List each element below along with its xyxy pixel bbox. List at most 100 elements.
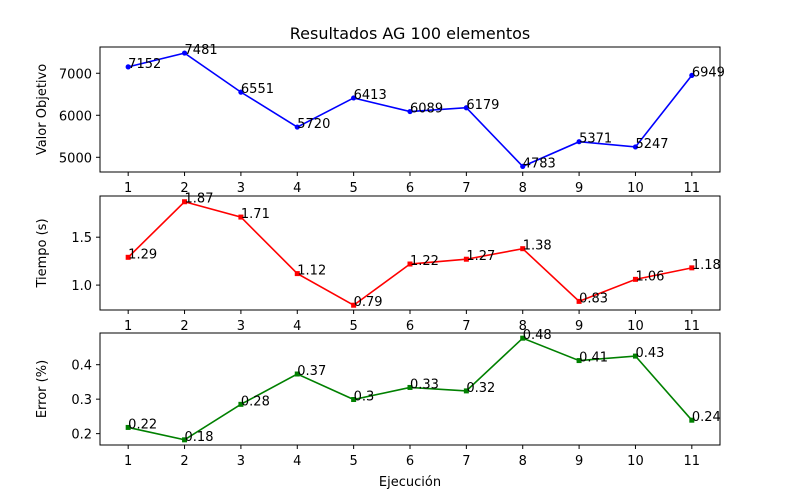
- panel-3-xtick-label: 11: [684, 454, 701, 469]
- panel-3-ylabel: Error (%): [35, 360, 50, 418]
- panel-3-xlabel: Ejecución: [379, 475, 441, 490]
- panel-3-data-label: 0.28: [241, 394, 270, 409]
- panel-3-xtick-label: 5: [349, 454, 357, 469]
- panel-3-data-point: [238, 401, 244, 407]
- panel-1-xtick-label: 2: [180, 181, 188, 196]
- panel-1-data-point: [351, 95, 357, 101]
- panel-2-data-label: 0.83: [579, 291, 608, 306]
- panel-3-data-point: [182, 437, 188, 443]
- panel-1-data-point: [294, 124, 300, 130]
- panel-3-data-point: [576, 358, 582, 364]
- panel-1-xtick-label: 8: [519, 181, 527, 196]
- panel-2-xtick-label: 3: [237, 319, 245, 334]
- panel-1-data-point: [520, 163, 526, 170]
- panel-2-xtick-label: 6: [406, 319, 414, 334]
- panel-1-xtick-label: 3: [237, 181, 245, 196]
- panel-1-data-point: [689, 72, 695, 79]
- panel-1-data-label: 5371: [579, 132, 612, 147]
- panel-2-data-point: [689, 265, 695, 271]
- panel-1-data-label: 5720: [297, 117, 330, 132]
- panel-2-data-label: 1.22: [410, 254, 439, 269]
- panel-2-data-point: [125, 254, 131, 260]
- panel-1-data-point: [125, 64, 131, 70]
- panel-2-data-label: 1.71: [241, 207, 270, 222]
- panel-2-data-point: [520, 246, 526, 252]
- panel-2-xtick-label: 5: [349, 319, 357, 334]
- panel-2-data-label: 1.12: [297, 264, 326, 279]
- panel-3-ytick-label: 0.2: [71, 428, 92, 443]
- panel-2-xtick-label: 4: [293, 319, 301, 334]
- panel-2-data-point: [182, 199, 188, 205]
- panel-2-data-point: [463, 256, 469, 262]
- panel-3-data-label: 0.33: [410, 377, 439, 392]
- panel-3-data-point: [463, 388, 469, 394]
- panel-1-xtick-label: 4: [293, 181, 301, 196]
- panel-2-frame: [99, 195, 721, 311]
- panel-3-xtick-label: 4: [293, 454, 301, 469]
- panel-3-data-label: 0.22: [128, 417, 157, 432]
- panel-1-data-point: [181, 50, 188, 56]
- panel-3-xtick-label: 9: [575, 454, 583, 469]
- panel-2-xtick-label: 2: [180, 319, 188, 334]
- panel-2-data-point: [238, 214, 244, 220]
- panel-2-data-label: 1.27: [466, 249, 495, 264]
- panel-3-data-label: 0.24: [692, 410, 721, 425]
- panel-3-data-label: 0.18: [185, 430, 214, 445]
- panel-1-xtick-label: 11: [684, 181, 701, 196]
- panel-1-ytick-label: 7000: [59, 67, 92, 82]
- panel-1-data-point: [632, 144, 639, 150]
- panel-1-xtick-label: 6: [406, 181, 414, 196]
- panel-3-data-point: [520, 335, 526, 341]
- panel-3-xtick-label: 8: [519, 454, 527, 469]
- panel-1-data-label: 5247: [635, 137, 668, 152]
- panel-2-xtick-label: 1: [124, 319, 132, 334]
- panel-3-ytick-label: 0.4: [71, 359, 92, 374]
- panel-3-data-label: 0.48: [523, 328, 552, 343]
- panel-3-xtick-label: 3: [237, 454, 245, 469]
- panel-2-data-label: 1.18: [692, 258, 721, 273]
- panel-1-data-label: 7152: [128, 57, 161, 72]
- panel-3-data-label: 0.43: [635, 346, 664, 361]
- panel-1-xtick-label: 5: [349, 181, 357, 196]
- panel-3-xtick-label: 1: [124, 454, 132, 469]
- panel-3-data-point: [351, 397, 357, 403]
- panel-1-xtick-label: 7: [462, 181, 470, 196]
- panel-3-ytick-label: 0.3: [71, 393, 92, 408]
- panel-1-ylabel: Valor Objetivo: [35, 64, 50, 155]
- panel-3-data-point: [407, 384, 413, 390]
- panel-1-data-label: 7481: [185, 43, 218, 58]
- panel-2-data-point: [632, 276, 638, 282]
- panel-2-data-label: 0.79: [354, 295, 383, 310]
- panel-1-data-label: 6089: [410, 102, 443, 117]
- panel-2-xtick-label: 10: [627, 319, 644, 334]
- panel-2-data-point: [576, 298, 582, 304]
- panel-3-xtick-label: 7: [462, 454, 470, 469]
- panel-2-xtick-label: 9: [575, 319, 583, 334]
- panel-2-data-label: 1.29: [128, 247, 157, 262]
- panel-1-xtick-label: 9: [575, 181, 583, 196]
- panel-2-data-label: 1.38: [523, 239, 552, 254]
- panel-3-data-point: [125, 424, 131, 430]
- panel-2-xtick-label: 11: [684, 319, 701, 334]
- panel-2-ytick-label: 1.5: [71, 231, 92, 246]
- panel-3-data-label: 0.37: [297, 364, 326, 379]
- panel-2-ytick-label: 1.0: [71, 279, 92, 294]
- panel-1-data-label: 6413: [354, 88, 387, 103]
- panel-2-data-label: 1.87: [185, 192, 214, 207]
- panel-3-data-label: 0.32: [466, 381, 495, 396]
- panel-1-xtick-label: 1: [124, 181, 132, 196]
- panel-1-ytick-label: 5000: [59, 151, 92, 166]
- panel-3-xtick-label: 10: [627, 454, 644, 469]
- panel-3-data-label: 0.41: [579, 351, 608, 366]
- panel-1-data-label: 6551: [241, 82, 274, 97]
- panel-3-data-point: [632, 353, 638, 359]
- panel-3-xtick-label: 6: [406, 454, 414, 469]
- panel-1-data-point: [407, 108, 413, 115]
- panel-2-data-point: [407, 261, 413, 267]
- panel-1-xtick-label: 10: [627, 181, 644, 196]
- panel-1-data-point: [238, 89, 244, 95]
- panel-2-ylabel: Tiempo (s): [35, 218, 50, 288]
- panel-3-data-point: [294, 371, 300, 377]
- panel-2-data-point: [294, 271, 300, 277]
